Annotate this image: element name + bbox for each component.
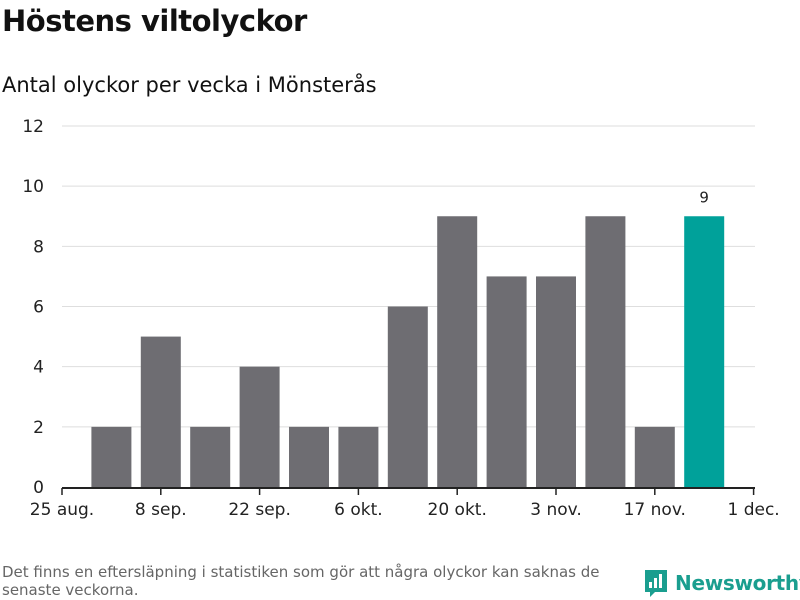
bar: [190, 426, 231, 487]
bar: [585, 216, 626, 487]
y-tick-label: 6: [33, 298, 44, 318]
footnote: Det finns en eftersläpning i statistiken…: [2, 563, 600, 599]
bar: [437, 216, 478, 487]
x-tick-label: 25 aug.: [30, 500, 94, 520]
bar: [140, 336, 181, 487]
bar: [684, 216, 725, 487]
newsworthy-logo: Newsworthy: [643, 568, 800, 598]
bar: [536, 276, 576, 487]
x-tick-label: 3 nov.: [530, 500, 582, 520]
y-tick-label: 12: [22, 117, 44, 137]
bar: [387, 306, 428, 487]
chart-subtitle: Antal olyckor per vecka i Mönsterås: [2, 73, 377, 97]
x-tick-label: 8 sep.: [135, 500, 187, 520]
y-tick-label: 0: [33, 478, 44, 498]
bar: [486, 276, 527, 487]
x-tick-label: 6 okt.: [334, 500, 383, 520]
bar: [289, 426, 329, 487]
bar-chart: 0 2 4 6 8 10 12 9 25 aug. 8 sep. 22 sep. 6 okt. 20 o…: [22, 117, 779, 520]
y-tick-label: 2: [33, 418, 44, 438]
y-tick-label: 8: [33, 237, 44, 257]
data-label: 9: [699, 188, 709, 206]
brand-name: Newsworthy: [675, 571, 800, 595]
bar: [338, 426, 379, 487]
x-tick-label: 17 nov.: [624, 500, 686, 520]
y-tick-label: 4: [33, 358, 44, 378]
x-tick-label: 20 okt.: [428, 500, 487, 520]
bar: [91, 426, 132, 487]
x-tick-label: 22 sep.: [228, 500, 291, 520]
y-tick-label: 10: [22, 177, 44, 197]
bar: [634, 426, 675, 487]
x-tick-label: 1 dec.: [727, 500, 779, 520]
chart-title: Höstens viltolyckor: [2, 4, 307, 38]
bar: [239, 366, 280, 487]
newsworthy-icon: [645, 570, 667, 597]
